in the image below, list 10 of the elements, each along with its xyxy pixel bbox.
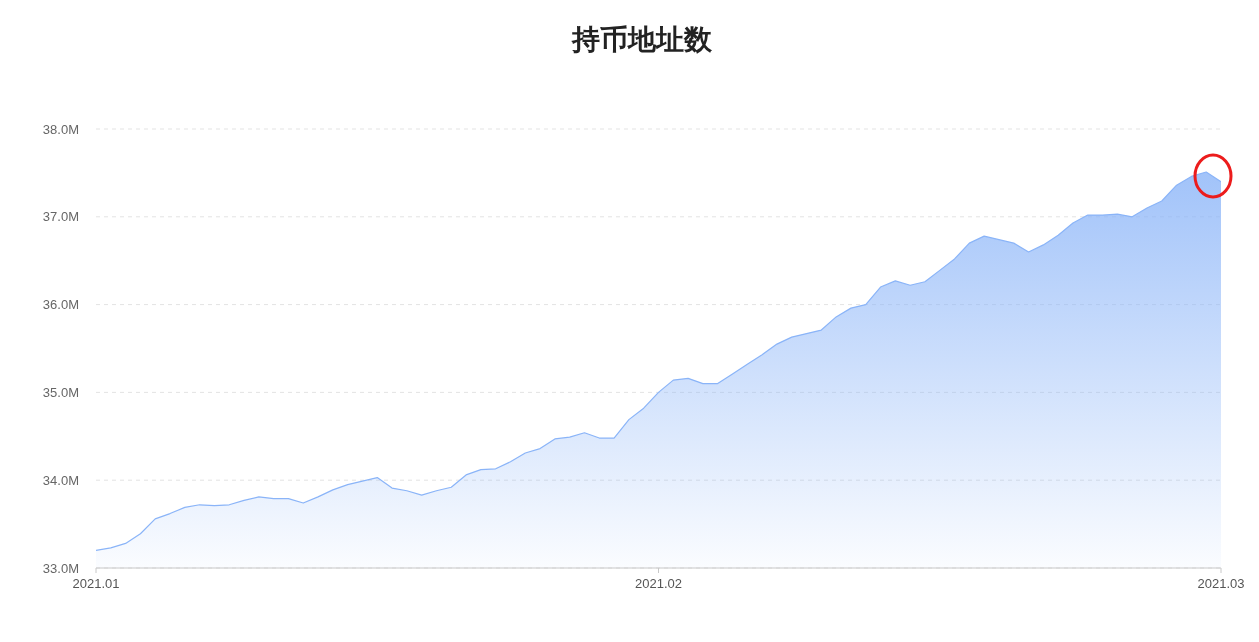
y-tick-label: 38.0M — [42, 121, 79, 137]
x-tick-label: 2021.01 — [72, 576, 120, 592]
y-tick-label: 33.0M — [42, 560, 79, 576]
x-tick-label: 2021.03 — [1197, 576, 1245, 592]
y-tick-label: 37.0M — [42, 209, 79, 225]
x-tick-label: 2021.02 — [635, 576, 682, 592]
y-tick-label: 36.0M — [42, 297, 79, 313]
y-tick-label: 34.0M — [42, 472, 79, 488]
y-tick-label: 35.0M — [42, 385, 79, 401]
chart-title: 持币地址数 — [570, 24, 713, 56]
